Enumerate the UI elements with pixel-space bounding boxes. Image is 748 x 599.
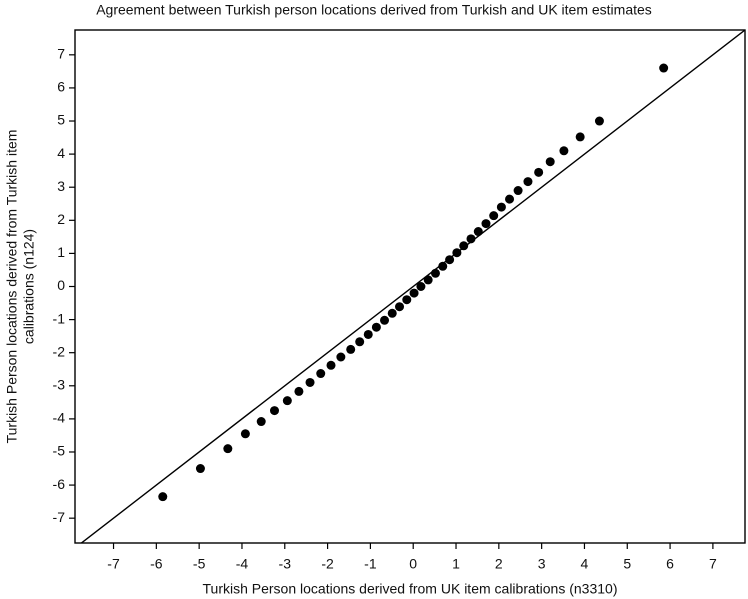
y-tick-label: 0 xyxy=(57,277,65,293)
x-tick-label: 5 xyxy=(623,556,631,572)
point xyxy=(496,202,506,212)
point xyxy=(545,157,555,167)
x-tick-label: -1 xyxy=(364,556,377,572)
point xyxy=(336,352,346,362)
y-tick-label: 3 xyxy=(57,178,65,194)
x-tick-label: -4 xyxy=(236,556,249,572)
point xyxy=(402,295,412,305)
point xyxy=(371,322,381,332)
x-tick-label: 7 xyxy=(709,556,717,572)
y-tick-label: -7 xyxy=(53,509,66,525)
point xyxy=(452,248,462,258)
point xyxy=(489,211,499,221)
point xyxy=(445,255,455,265)
point xyxy=(430,268,440,278)
point xyxy=(438,261,448,271)
y-tick-label: 6 xyxy=(57,79,65,95)
y-tick-label: 2 xyxy=(57,211,65,227)
point xyxy=(513,186,523,196)
y-axis-label-line: Turkish Person locations derived from Tu… xyxy=(4,130,20,444)
point xyxy=(195,464,205,474)
x-tick-label: -2 xyxy=(321,556,334,572)
point xyxy=(416,282,426,291)
point xyxy=(423,275,433,285)
point xyxy=(473,227,483,237)
point xyxy=(387,308,397,318)
identity-line xyxy=(80,30,745,543)
y-tick-label: -6 xyxy=(53,476,66,492)
y-tick-label: 5 xyxy=(57,112,65,128)
point xyxy=(534,167,544,177)
chart-title: Agreement between Turkish person locatio… xyxy=(96,2,652,18)
x-tick-label: 3 xyxy=(538,556,546,572)
point xyxy=(395,302,405,312)
plot-area xyxy=(80,30,745,543)
point xyxy=(659,63,669,73)
x-tick-label: -7 xyxy=(107,556,120,572)
point xyxy=(594,116,604,126)
y-tick-label: 1 xyxy=(57,244,65,260)
x-tick-label: -3 xyxy=(279,556,292,572)
point xyxy=(505,194,515,204)
y-tick-label: -4 xyxy=(53,410,66,426)
x-tick-label: 0 xyxy=(409,556,417,572)
y-tick-label: -3 xyxy=(53,376,66,392)
point xyxy=(294,386,304,396)
point xyxy=(240,429,250,439)
x-axis-label: Turkish Person locations derived from UK… xyxy=(203,581,618,597)
x-tick-label: -6 xyxy=(150,556,163,572)
point xyxy=(409,288,419,298)
y-axis-label: Turkish Person locations derived from Tu… xyxy=(4,130,37,444)
y-tick-label: -2 xyxy=(53,343,66,359)
y-tick-label: -5 xyxy=(53,443,66,459)
point xyxy=(363,329,373,339)
point xyxy=(355,337,365,347)
point xyxy=(305,377,315,387)
x-tick-label: 1 xyxy=(452,556,460,572)
point xyxy=(316,369,326,379)
x-tick-label: -5 xyxy=(193,556,206,572)
point xyxy=(256,417,266,427)
y-tick-label: 7 xyxy=(57,46,65,62)
x-tick-label: 6 xyxy=(666,556,674,572)
y-tick-label: -1 xyxy=(53,310,66,326)
point xyxy=(270,406,280,416)
y-tick-label: 4 xyxy=(57,145,65,161)
point xyxy=(158,492,168,502)
point xyxy=(380,315,390,325)
point xyxy=(575,132,585,142)
point xyxy=(459,241,469,251)
point xyxy=(223,444,233,454)
point xyxy=(481,219,491,229)
point xyxy=(346,344,356,354)
point xyxy=(466,234,476,244)
point xyxy=(559,146,569,156)
y-axis-label-line: calibrations (n124) xyxy=(21,229,37,344)
point xyxy=(282,396,292,406)
point xyxy=(326,360,336,370)
point xyxy=(523,177,533,187)
x-tick-label: 4 xyxy=(581,556,589,572)
x-tick-label: 2 xyxy=(495,556,503,572)
